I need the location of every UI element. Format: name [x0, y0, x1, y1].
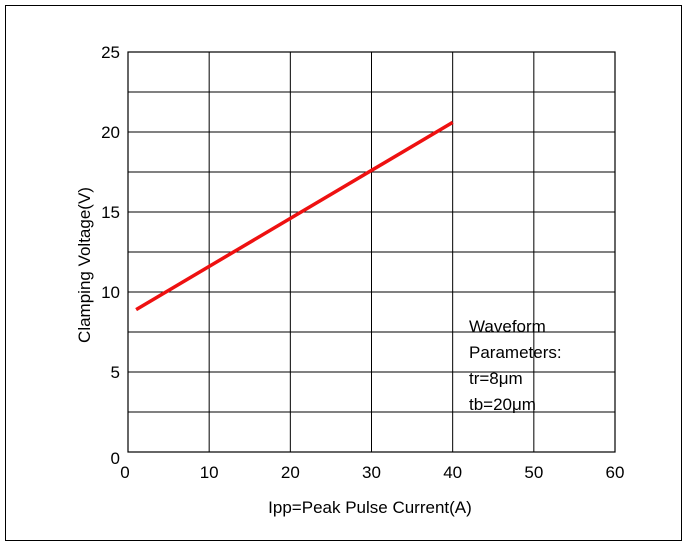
waveform-annotation: Waveform Parameters: tr=8μm tb=20μm — [469, 317, 562, 414]
x-tick-labels: 0 10 20 30 40 50 60 — [120, 463, 624, 482]
y-tick-label: 5 — [111, 363, 120, 382]
y-axis-title: Clamping Voltage(V) — [75, 187, 94, 343]
y-tick-label: 10 — [101, 283, 120, 302]
y-tick-label: 0 — [111, 449, 120, 468]
x-tick-label: 30 — [362, 463, 381, 482]
x-tick-label: 0 — [120, 463, 129, 482]
series-line — [135, 120, 454, 312]
annotation-line-2: Parameters: — [469, 343, 562, 362]
x-axis-title: Ipp=Peak Pulse Current(A) — [268, 498, 472, 517]
x-tick-label: 10 — [200, 463, 219, 482]
x-tick-label: 50 — [524, 463, 543, 482]
y-tick-labels: 0 5 10 15 20 25 — [101, 43, 120, 468]
plot-area-border — [127, 51, 616, 453]
y-tick-label: 15 — [101, 203, 120, 222]
x-tick-label: 40 — [443, 463, 462, 482]
y-tick-label: 20 — [101, 123, 120, 142]
annotation-line-4: tb=20μm — [469, 395, 536, 414]
x-tick-label: 20 — [281, 463, 300, 482]
y-tick-label: 25 — [101, 43, 120, 62]
annotation-line-1: Waveform — [469, 317, 546, 336]
series-layer — [135, 120, 454, 312]
annotation-line-3: tr=8μm — [469, 369, 523, 388]
x-tick-label: 60 — [606, 463, 625, 482]
grid — [128, 52, 615, 452]
